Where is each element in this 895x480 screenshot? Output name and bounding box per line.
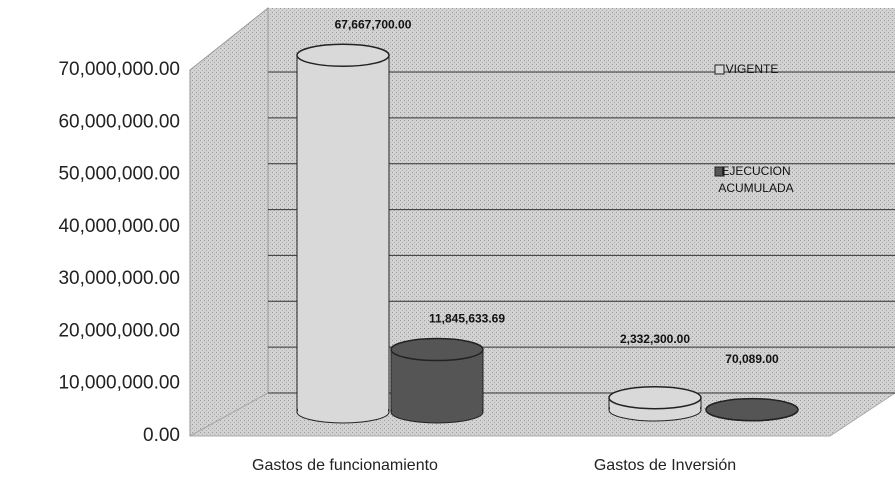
side-wall [189, 6, 269, 437]
y-tick-label: 20,000,000.00 [58, 320, 180, 341]
bar-top [296, 43, 390, 68]
bar-top [608, 385, 702, 410]
bar [608, 385, 702, 422]
data-label: 70,089.00 [725, 352, 779, 366]
bar-top [390, 337, 484, 362]
bar [296, 43, 390, 424]
legend-label: EJECUCION ACUMULADA [718, 164, 794, 195]
bar [705, 397, 799, 422]
back-wall [268, 8, 895, 393]
y-tick-label: 30,000,000.00 [58, 268, 180, 289]
bar [390, 337, 484, 424]
x-tick-label: Gastos de funcionamiento [252, 457, 438, 474]
data-label: 67,667,700.00 [335, 17, 412, 31]
x-tick-label: Gastos de Inversión [594, 457, 736, 474]
bar-body-cover [298, 55, 388, 412]
y-tick-label: 70,000,000.00 [58, 59, 180, 80]
legend-label: VIGENTE [725, 62, 779, 76]
y-tick-label: 40,000,000.00 [58, 216, 180, 237]
legend-swatch [714, 166, 725, 177]
y-tick-label: 10,000,000.00 [58, 373, 180, 394]
legend-swatch [714, 64, 725, 75]
y-tick-label: 50,000,000.00 [58, 164, 180, 185]
y-tick-label: 60,000,000.00 [58, 111, 180, 132]
bar-top [705, 397, 799, 422]
data-label: 2,332,300.00 [620, 332, 690, 346]
y-tick-label: 0.00 [143, 425, 180, 446]
data-label: 11,845,633.69 [429, 312, 505, 326]
